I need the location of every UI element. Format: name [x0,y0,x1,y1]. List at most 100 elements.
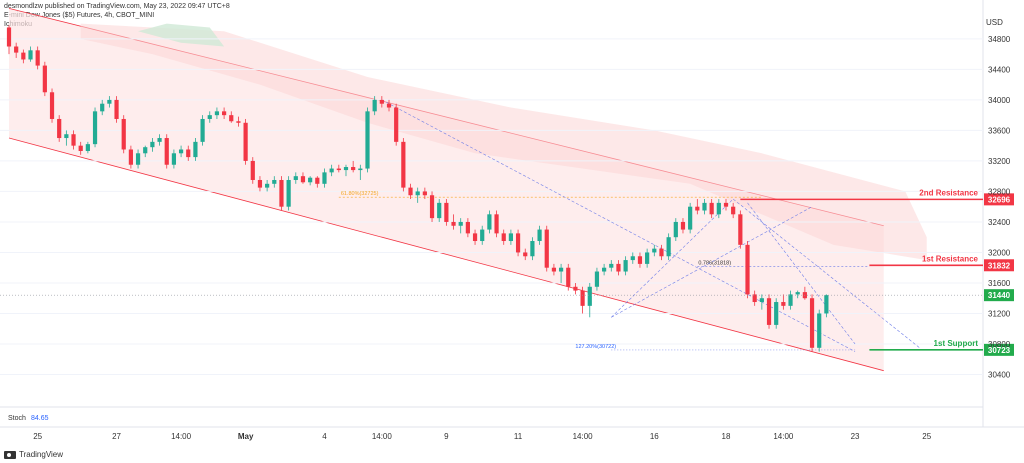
y-tick-label: 30800 [988,340,1011,349]
candle-body [558,267,564,272]
candle-body [236,121,241,123]
pattern-dashed-line [611,198,734,318]
candle [573,282,578,295]
candle-body [336,168,341,171]
x-tick-label: May [238,432,254,441]
y-tick-label: 32000 [988,248,1011,257]
x-tick-label: 14:00 [171,432,192,441]
candle-body [738,214,743,245]
candle [243,118,248,165]
candle [150,138,155,152]
candle [279,176,284,211]
candle [759,294,764,310]
candle [788,290,793,310]
candle [207,111,212,123]
candle-body [530,241,535,257]
x-tick-label: 14:00 [773,432,794,441]
candle-body [580,290,585,306]
footer: TradingView [4,450,63,459]
candle [351,160,356,173]
stoch-label: Stoch [8,415,26,422]
candle-body [315,177,320,184]
candle [415,187,420,203]
candle [680,218,686,234]
candle [616,260,621,276]
candle-body [386,103,392,108]
fib-label-127: 127.20%(30722) [575,344,616,350]
candle-body [487,214,492,230]
candle-body [702,202,707,211]
candle-body [365,111,370,169]
candle-body [465,221,470,234]
y-tick-label: 34800 [988,35,1011,44]
candle [437,199,442,222]
candle [587,282,592,318]
candle [444,199,449,226]
candle [472,229,478,245]
candle [422,187,427,200]
y-tick-label: 31200 [988,309,1011,318]
candle-body [14,46,19,53]
candle [515,229,521,257]
candle [322,168,327,188]
candle-body [637,256,643,264]
candle [566,263,571,291]
candle [315,176,320,188]
candle-body [372,99,377,112]
candle [358,164,363,180]
candle [429,191,435,222]
candle [824,294,829,318]
candle [465,218,470,238]
candle [222,107,227,119]
candle-body [121,118,126,150]
fib-label-61: 61.80%(32725) [341,191,379,197]
candle-body [766,298,772,325]
candle-body [322,172,327,184]
candle [272,176,277,188]
level-name: 2nd Resistance [919,188,978,197]
candle [752,290,757,306]
candle-body [731,206,736,215]
candle-body [143,147,148,154]
candle [143,145,148,158]
candle [394,103,399,146]
candle [458,218,463,234]
candle-body [300,176,306,183]
level-name: 1st Resistance [922,254,979,263]
candle [645,248,650,268]
candle-body [200,118,205,142]
stoch-value: 84.65 [31,415,49,422]
candle-body [774,302,779,325]
candle-body [71,134,76,146]
candle [157,134,162,146]
candle [372,96,377,116]
ichimoku-cloud-green [138,23,225,47]
level-price-tag [984,193,1014,206]
candle [731,202,736,219]
candle-body [609,263,614,268]
y-tick-label: 33200 [988,157,1011,166]
candle [42,61,47,97]
candle-body [795,292,800,295]
candle-body [437,202,442,219]
candle-body [57,118,62,139]
candle-body [351,167,356,171]
candle-body [444,202,449,222]
y-tick-label: 30400 [988,370,1011,379]
candle [250,157,255,184]
candle-body [781,302,786,306]
candle [300,172,306,184]
pattern-dashed-line [611,206,813,318]
candle [257,176,263,192]
tradingview-logo-icon [4,450,16,459]
candle [14,42,19,58]
candle [508,229,513,245]
symbol-line: E-mini Dow Jones ($5) Futures, 4h, CBOT_… [4,12,155,19]
candle-body [164,138,169,165]
candle-body [114,99,119,119]
candle [379,96,384,108]
candle [809,294,815,352]
candle-body [716,202,721,215]
candle [530,237,535,261]
